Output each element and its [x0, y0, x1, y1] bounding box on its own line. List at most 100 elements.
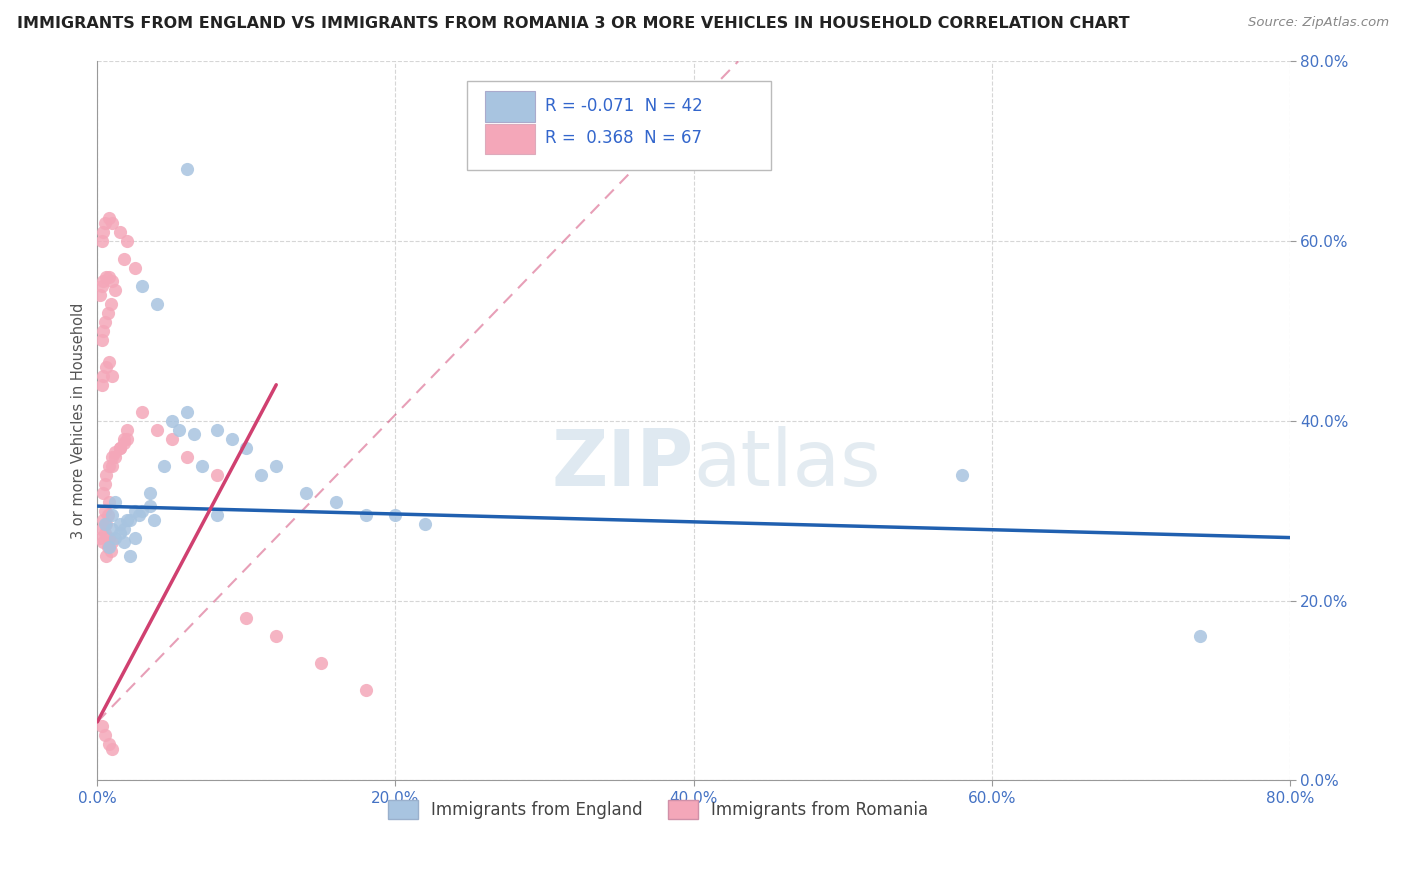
Point — [90, 278, 112, 293]
Point — [98, 458, 121, 473]
Point — [190, 458, 212, 473]
Point — [108, 517, 131, 532]
Point — [90, 333, 112, 347]
Point — [221, 432, 243, 446]
Text: ZIP: ZIP — [551, 425, 693, 502]
Point — [91, 535, 114, 549]
Point — [91, 274, 114, 288]
Point — [115, 432, 138, 446]
Point — [115, 513, 138, 527]
Point — [160, 414, 183, 428]
Point — [104, 450, 127, 464]
Point — [235, 611, 257, 625]
Text: atlas: atlas — [693, 425, 882, 502]
Point — [97, 306, 120, 320]
Point — [124, 503, 146, 517]
Point — [90, 719, 112, 733]
Point — [153, 458, 176, 473]
Point — [131, 278, 153, 293]
Point — [98, 355, 121, 369]
Point — [90, 234, 112, 248]
Point — [101, 535, 124, 549]
Point — [97, 540, 120, 554]
Point — [91, 485, 114, 500]
Text: Source: ZipAtlas.com: Source: ZipAtlas.com — [1249, 16, 1389, 29]
Point — [115, 423, 138, 437]
Point — [97, 508, 120, 522]
Point — [104, 445, 127, 459]
Point — [101, 216, 124, 230]
Point — [354, 683, 377, 698]
FancyBboxPatch shape — [485, 91, 536, 121]
Point — [94, 476, 117, 491]
Point — [98, 269, 121, 284]
Point — [101, 742, 124, 756]
Point — [183, 427, 205, 442]
Point — [309, 657, 332, 671]
Point — [235, 441, 257, 455]
Point — [101, 458, 124, 473]
Point — [90, 377, 112, 392]
Point — [89, 288, 111, 302]
Point — [101, 508, 124, 522]
Point — [104, 494, 127, 508]
Point — [108, 526, 131, 541]
Point — [384, 508, 406, 522]
Point — [94, 503, 117, 517]
Point — [176, 161, 198, 176]
Point — [112, 432, 135, 446]
Point — [94, 315, 117, 329]
Point — [98, 494, 121, 508]
Point — [96, 549, 118, 563]
Point — [112, 436, 135, 450]
Point — [100, 297, 122, 311]
Point — [124, 260, 146, 275]
Point — [104, 284, 127, 298]
Point — [108, 441, 131, 455]
Point — [112, 522, 135, 536]
Point — [98, 737, 121, 751]
Point — [98, 211, 121, 226]
Point — [205, 423, 228, 437]
Point — [176, 450, 198, 464]
Point — [98, 531, 121, 545]
Point — [91, 225, 114, 239]
Point — [120, 549, 142, 563]
Point — [108, 225, 131, 239]
Point — [950, 467, 973, 482]
Point — [94, 728, 117, 742]
Point — [101, 274, 124, 288]
FancyBboxPatch shape — [467, 80, 770, 170]
Point — [160, 432, 183, 446]
Point — [354, 508, 377, 522]
Point — [96, 467, 118, 482]
Point — [138, 499, 160, 513]
Point — [91, 513, 114, 527]
Point — [128, 508, 150, 522]
Point — [138, 485, 160, 500]
Point — [91, 368, 114, 383]
Point — [115, 234, 138, 248]
Point — [96, 359, 118, 374]
Text: R = -0.071  N = 42: R = -0.071 N = 42 — [544, 96, 703, 115]
Point — [250, 467, 273, 482]
Point — [112, 252, 135, 266]
Point — [264, 458, 287, 473]
Point — [104, 531, 127, 545]
Point — [91, 324, 114, 338]
Point — [112, 535, 135, 549]
Point — [176, 405, 198, 419]
Point — [146, 297, 169, 311]
Point — [124, 531, 146, 545]
Point — [100, 544, 122, 558]
Point — [413, 517, 436, 532]
Point — [101, 450, 124, 464]
Legend: Immigrants from England, Immigrants from Romania: Immigrants from England, Immigrants from… — [381, 793, 935, 826]
Point — [131, 503, 153, 517]
Point — [89, 531, 111, 545]
Point — [120, 513, 142, 527]
Point — [94, 526, 117, 541]
Point — [295, 485, 318, 500]
Point — [94, 216, 117, 230]
Point — [146, 423, 169, 437]
